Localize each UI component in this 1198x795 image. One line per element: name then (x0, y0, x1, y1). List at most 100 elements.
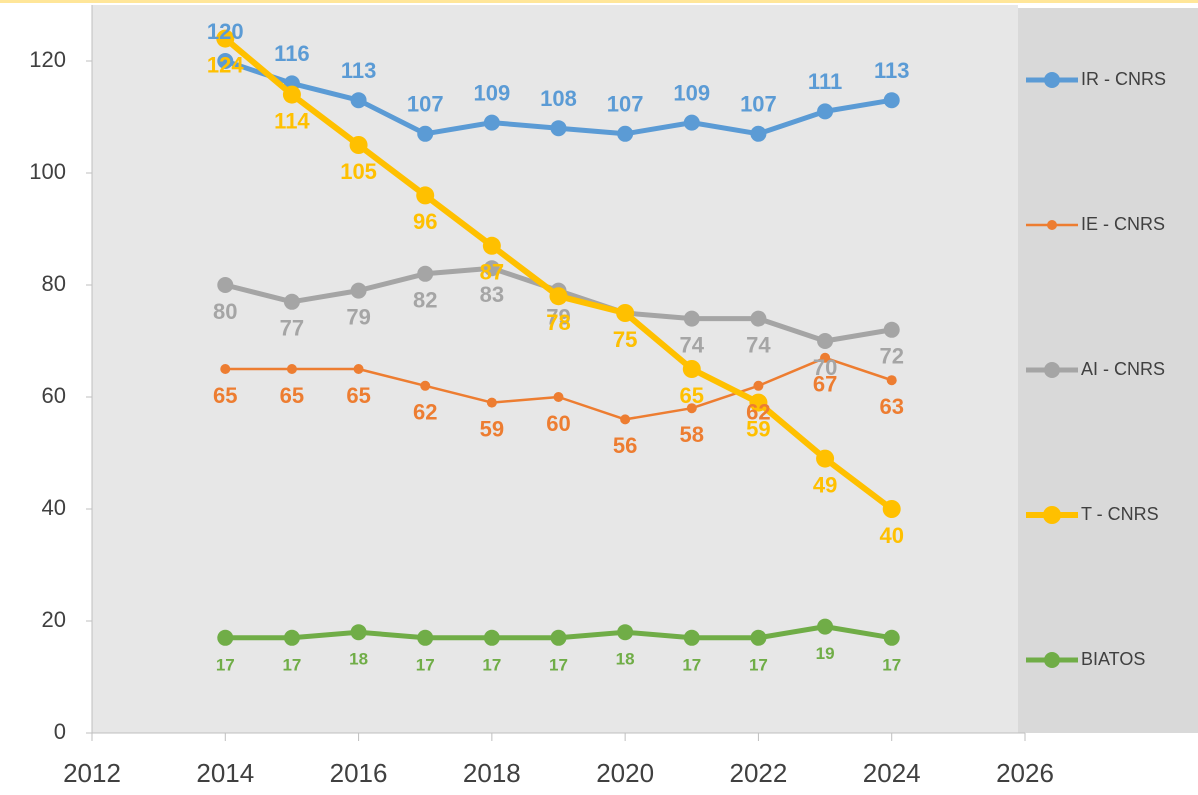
x-tick-label: 2012 (63, 758, 121, 788)
data-label: 72 (879, 344, 903, 369)
y-tick-label: 80 (42, 271, 66, 296)
data-label: 40 (879, 523, 903, 548)
data-label: 59 (746, 416, 770, 441)
legend-label: IE - CNRS (1081, 214, 1165, 234)
data-label: 107 (407, 92, 444, 117)
marker (882, 500, 901, 518)
x-tick-label: 2024 (863, 758, 921, 788)
data-label: 62 (746, 400, 770, 425)
y-tick-label: 20 (42, 607, 66, 632)
data-label: 109 (473, 80, 510, 105)
data-label: 124 (207, 52, 244, 77)
legend-label: BIATOS (1081, 649, 1145, 669)
data-label: 75 (613, 327, 637, 352)
data-label: 107 (607, 92, 644, 117)
data-label: 79 (546, 304, 570, 329)
data-label: 17 (282, 655, 301, 674)
marker (417, 265, 434, 282)
marker (416, 186, 435, 205)
top-border (0, 0, 1198, 3)
legend-marker (1044, 72, 1060, 88)
data-label: 80 (213, 299, 237, 324)
marker (483, 629, 500, 646)
marker (349, 136, 368, 154)
marker (420, 380, 431, 391)
x-tick-label: 2022 (730, 758, 788, 788)
marker (216, 29, 235, 48)
x-tick-label: 2018 (463, 758, 521, 788)
marker (820, 352, 831, 363)
data-label: 56 (613, 433, 637, 458)
data-label: 49 (813, 472, 837, 497)
marker (620, 414, 631, 425)
marker (817, 333, 834, 349)
marker (486, 397, 497, 408)
marker (750, 629, 767, 646)
marker (683, 310, 700, 327)
y-tick-label: 120 (29, 47, 66, 72)
marker (883, 321, 900, 338)
marker (417, 629, 434, 646)
marker (483, 260, 500, 277)
legend-marker (1043, 506, 1061, 524)
marker (750, 310, 767, 327)
marker (886, 375, 897, 386)
data-label: 79 (346, 304, 370, 329)
data-label: 60 (546, 411, 570, 436)
marker (682, 360, 701, 378)
marker (282, 85, 301, 104)
marker (817, 103, 834, 120)
data-label: 74 (680, 332, 705, 357)
data-label: 108 (540, 86, 577, 111)
marker (217, 629, 234, 646)
x-tick-label: 2020 (596, 758, 654, 788)
data-label: 116 (274, 41, 310, 66)
data-label: 74 (746, 332, 771, 357)
marker (550, 120, 567, 137)
legend-marker (1044, 652, 1060, 668)
marker (749, 393, 768, 412)
marker (617, 624, 634, 641)
marker (217, 277, 234, 293)
data-label: 75 (613, 327, 637, 352)
legend-label: T - CNRS (1081, 504, 1159, 524)
marker (350, 92, 367, 109)
data-label: 18 (349, 650, 368, 669)
data-label: 17 (882, 655, 901, 674)
y-tick-label: 40 (42, 495, 66, 520)
marker (283, 629, 300, 646)
data-label: 109 (673, 80, 710, 105)
data-label: 65 (680, 383, 704, 408)
data-label: 18 (616, 650, 635, 669)
marker (482, 236, 501, 255)
y-tick-label: 100 (29, 159, 66, 184)
data-label: 87 (480, 260, 504, 285)
marker (286, 364, 297, 374)
data-label: 65 (280, 383, 304, 408)
data-label: 17 (216, 655, 235, 674)
data-label: 63 (879, 394, 903, 419)
marker (750, 125, 767, 142)
marker (617, 125, 634, 142)
data-label: 17 (416, 655, 435, 674)
marker (220, 364, 231, 374)
legend-label: IR - CNRS (1081, 69, 1166, 89)
x-tick-label: 2014 (196, 758, 254, 788)
marker (283, 293, 300, 310)
data-label: 65 (213, 383, 237, 408)
marker (753, 380, 764, 391)
marker (817, 618, 834, 635)
y-tick-label: 60 (42, 383, 66, 408)
marker (616, 304, 635, 322)
data-label: 120 (207, 19, 244, 44)
x-tick-label: 2026 (996, 758, 1054, 788)
data-label: 65 (346, 383, 370, 408)
data-label: 67 (813, 372, 837, 397)
data-label: 19 (816, 644, 835, 663)
data-label: 83 (480, 282, 504, 307)
data-label: 77 (280, 316, 304, 341)
data-label: 113 (874, 58, 910, 83)
marker (683, 629, 700, 646)
data-label: 17 (749, 655, 768, 674)
